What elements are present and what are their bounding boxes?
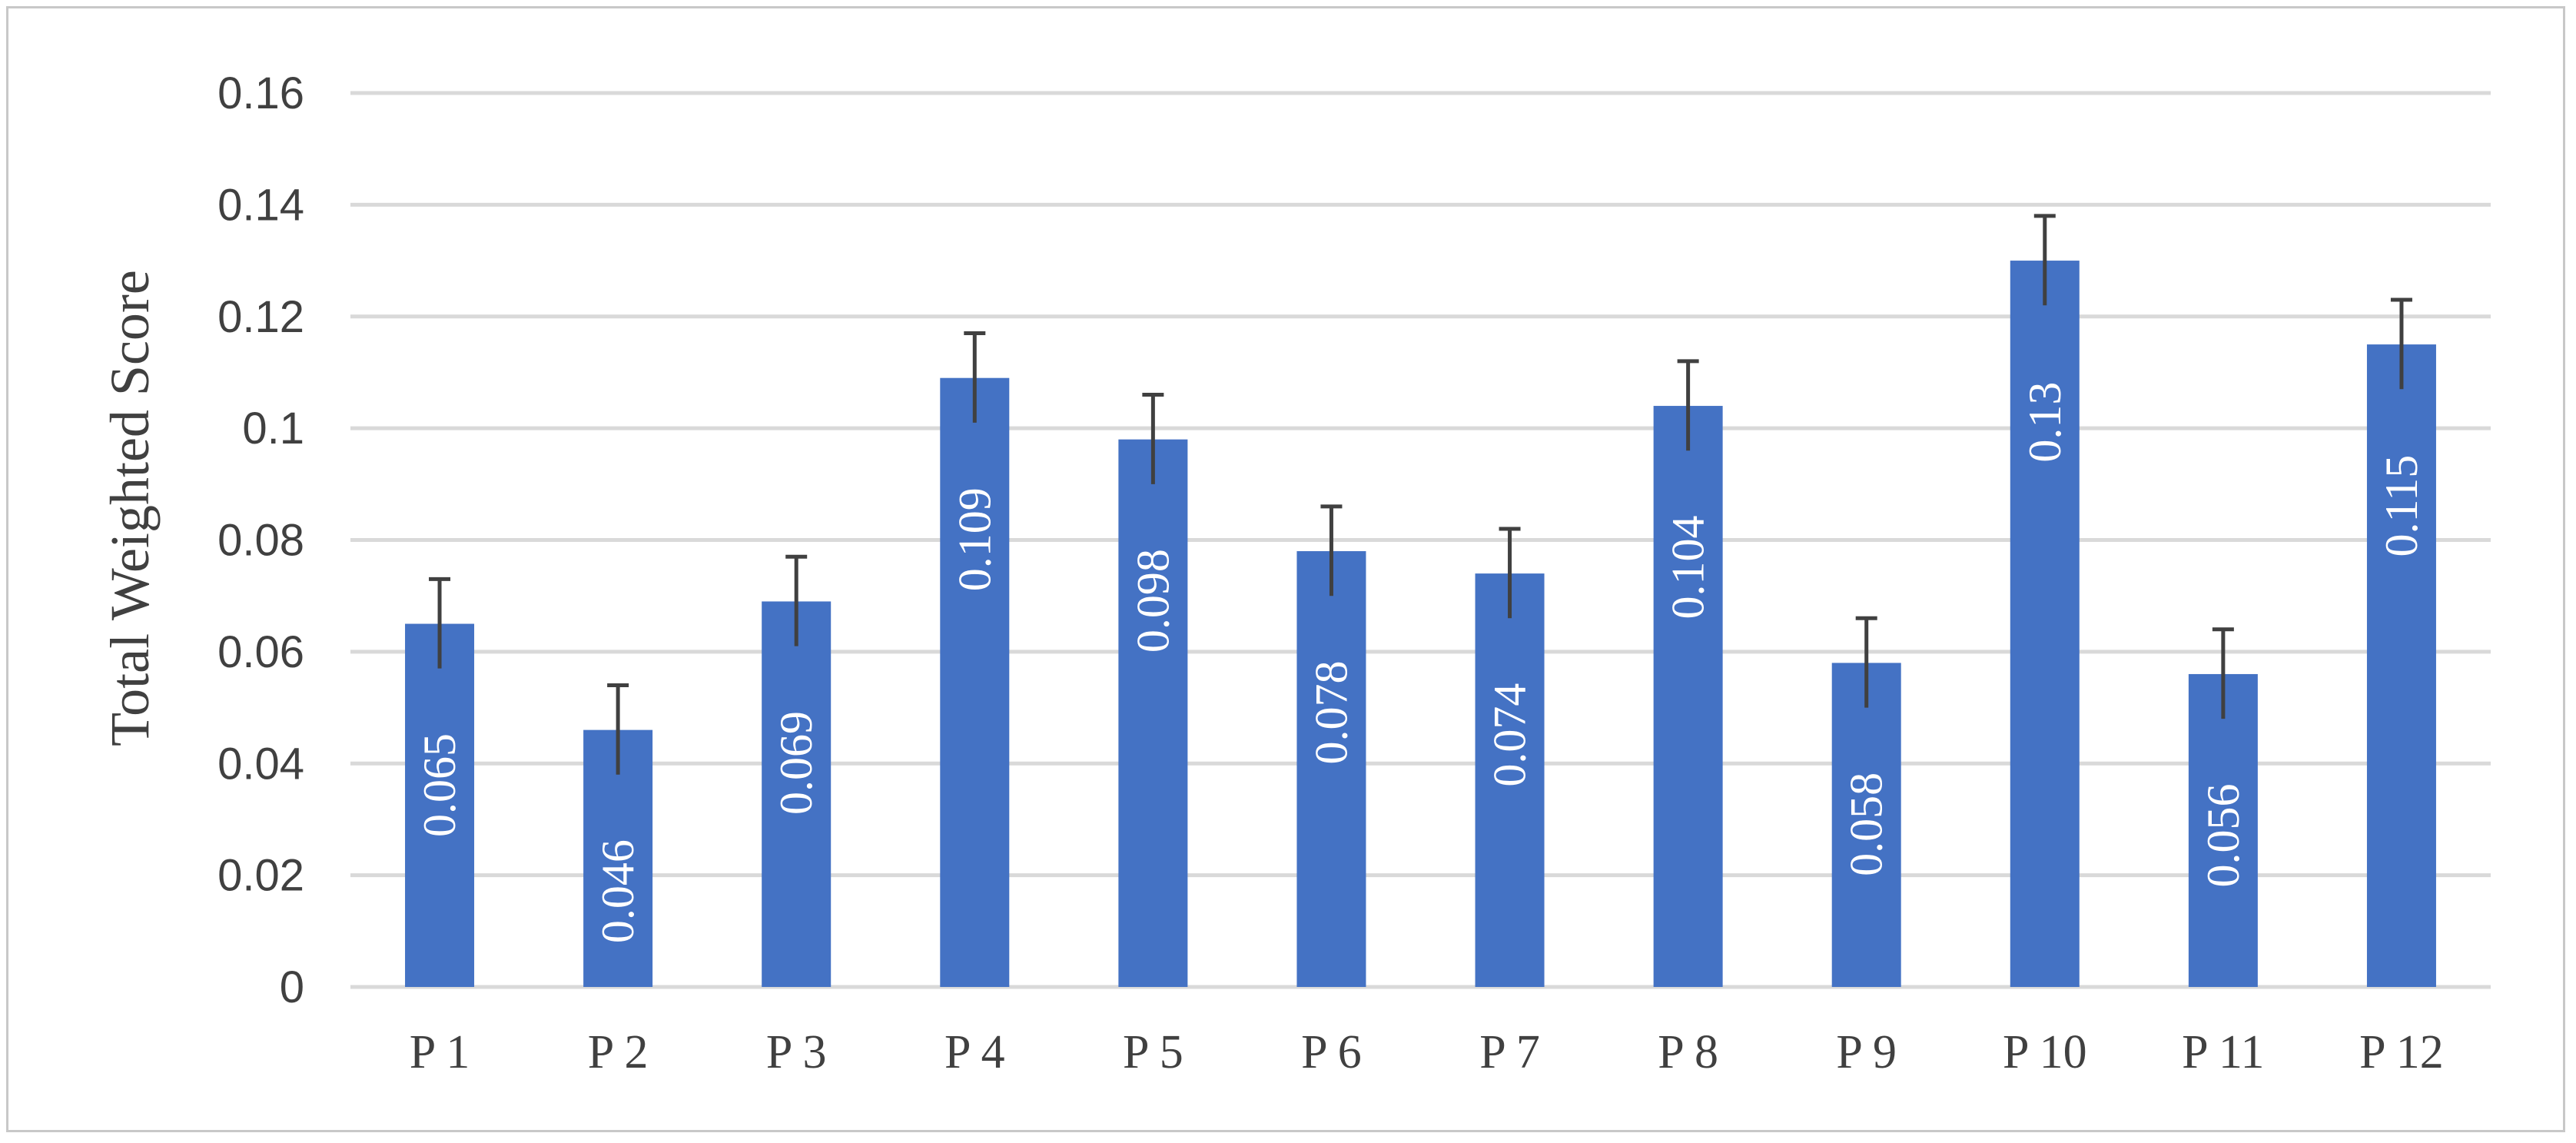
error-bars [429, 214, 2412, 775]
data-label: 0.065 [414, 733, 465, 837]
data-label: 0.109 [949, 487, 1000, 591]
x-tick-label: P 5 [1123, 1026, 1183, 1078]
y-tick-label: 0.1 [242, 404, 304, 454]
bar [1296, 551, 1366, 987]
bar [2010, 261, 2080, 987]
x-tick-label: P 10 [2003, 1026, 2087, 1078]
y-axis-label: Total Weighted Score [99, 270, 161, 746]
gridlines [350, 91, 2491, 989]
bar [2188, 673, 2258, 987]
x-tick-label: P 7 [1479, 1026, 1540, 1078]
y-tick-label: 0.16 [217, 68, 304, 118]
x-tick-label: P 6 [1301, 1026, 1362, 1078]
x-tick-label: P 8 [1658, 1026, 1718, 1078]
bar [1653, 406, 1723, 987]
data-label: 0.069 [771, 711, 822, 815]
y-axis-ticks: 0 0.02 0.04 0.06 0.08 0.1 0.12 0.14 0.16 [217, 68, 304, 1012]
y-tick-label: 0.08 [217, 516, 304, 566]
bar [2366, 344, 2436, 987]
y-tick-label: 0 [280, 962, 304, 1012]
chart-frame: 0 0.02 0.04 0.06 0.08 0.1 0.12 0.14 0.16 0.065 0.… [6, 6, 2565, 1132]
data-label: 0.046 [593, 839, 643, 943]
data-label: 0.13 [2020, 382, 2070, 463]
x-tick-label: P 1 [410, 1026, 470, 1078]
x-tick-label: P 12 [2359, 1026, 2444, 1078]
data-label: 0.115 [2376, 455, 2427, 557]
data-labels: 0.065 0.046 0.069 0.109 0.098 0.078 0.074 0.104… [414, 382, 2427, 944]
x-tick-label: P 11 [2182, 1026, 2264, 1078]
bar [1831, 663, 1901, 987]
y-tick-label: 0.04 [217, 739, 304, 789]
bars [405, 261, 2436, 987]
bar [1118, 439, 1188, 987]
bar [405, 623, 475, 987]
bar [1475, 573, 1545, 987]
data-label: 0.098 [1127, 549, 1178, 653]
x-axis-ticks: P 1 P 2 P 3 P 4 P 5 P 6 P 7 P 8 P 9 P 10 P 11 P 12 [410, 1026, 2444, 1078]
x-tick-label: P 4 [944, 1026, 1005, 1078]
y-tick-label: 0.02 [217, 851, 304, 901]
x-tick-label: P 9 [1836, 1026, 1897, 1078]
y-tick-label: 0.06 [217, 627, 304, 677]
bar-chart: 00.020.040.060.080.10.120.140.16 0.0650.… [99, 68, 2491, 1078]
data-label: 0.078 [1306, 661, 1356, 765]
data-label: 0.074 [1485, 683, 1535, 787]
x-tick-label: P 2 [588, 1026, 649, 1078]
x-tick-label: P 3 [766, 1026, 827, 1078]
data-label: 0.104 [1663, 516, 1714, 620]
data-label: 0.056 [2198, 783, 2249, 887]
y-tick-label: 0.14 [217, 180, 304, 230]
y-tick-label: 0.12 [217, 292, 304, 342]
bar [762, 601, 832, 987]
bar [940, 377, 1010, 987]
data-label: 0.058 [1841, 773, 1892, 876]
